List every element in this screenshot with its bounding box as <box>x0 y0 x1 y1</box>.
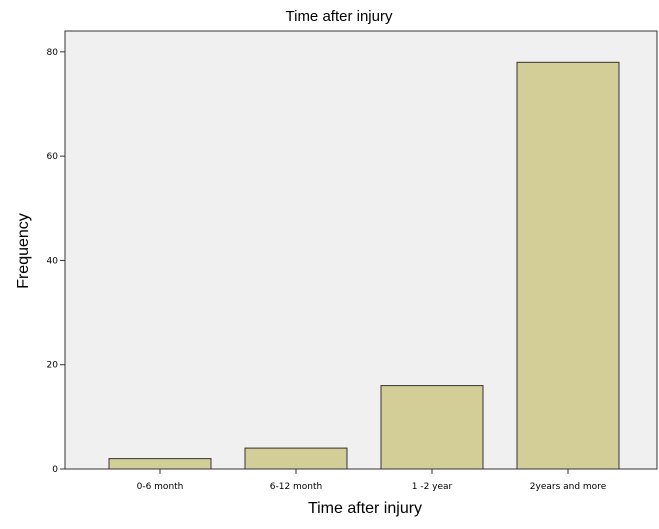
y-axis-title: Frequency <box>15 213 32 289</box>
y-tick-label: 40 <box>47 256 59 266</box>
bar-1 <box>108 458 212 470</box>
y-ticks-group: 0 20 40 60 80 <box>47 48 65 475</box>
x-tick-label: 1 -2 year <box>412 482 453 492</box>
y-tick-label: 0 <box>52 465 58 475</box>
y-tick-label: 60 <box>47 152 59 162</box>
bar-3 <box>380 385 484 470</box>
x-tick-label: 2years and more <box>530 482 607 492</box>
x-tick-label: 6-12 month <box>270 482 323 492</box>
bar-2 <box>244 447 348 470</box>
x-ticks-group: 0-6 month 6-12 month 1 -2 year 2years and m… <box>137 469 607 492</box>
y-tick-label: 20 <box>47 361 59 371</box>
bar-4 <box>516 61 620 470</box>
y-tick-label: 80 <box>47 48 59 58</box>
x-tick-label: 0-6 month <box>137 482 184 492</box>
bars-group <box>108 61 620 470</box>
chart-title: Time after injury <box>286 8 393 25</box>
x-axis-title: Time after injury <box>308 500 422 517</box>
